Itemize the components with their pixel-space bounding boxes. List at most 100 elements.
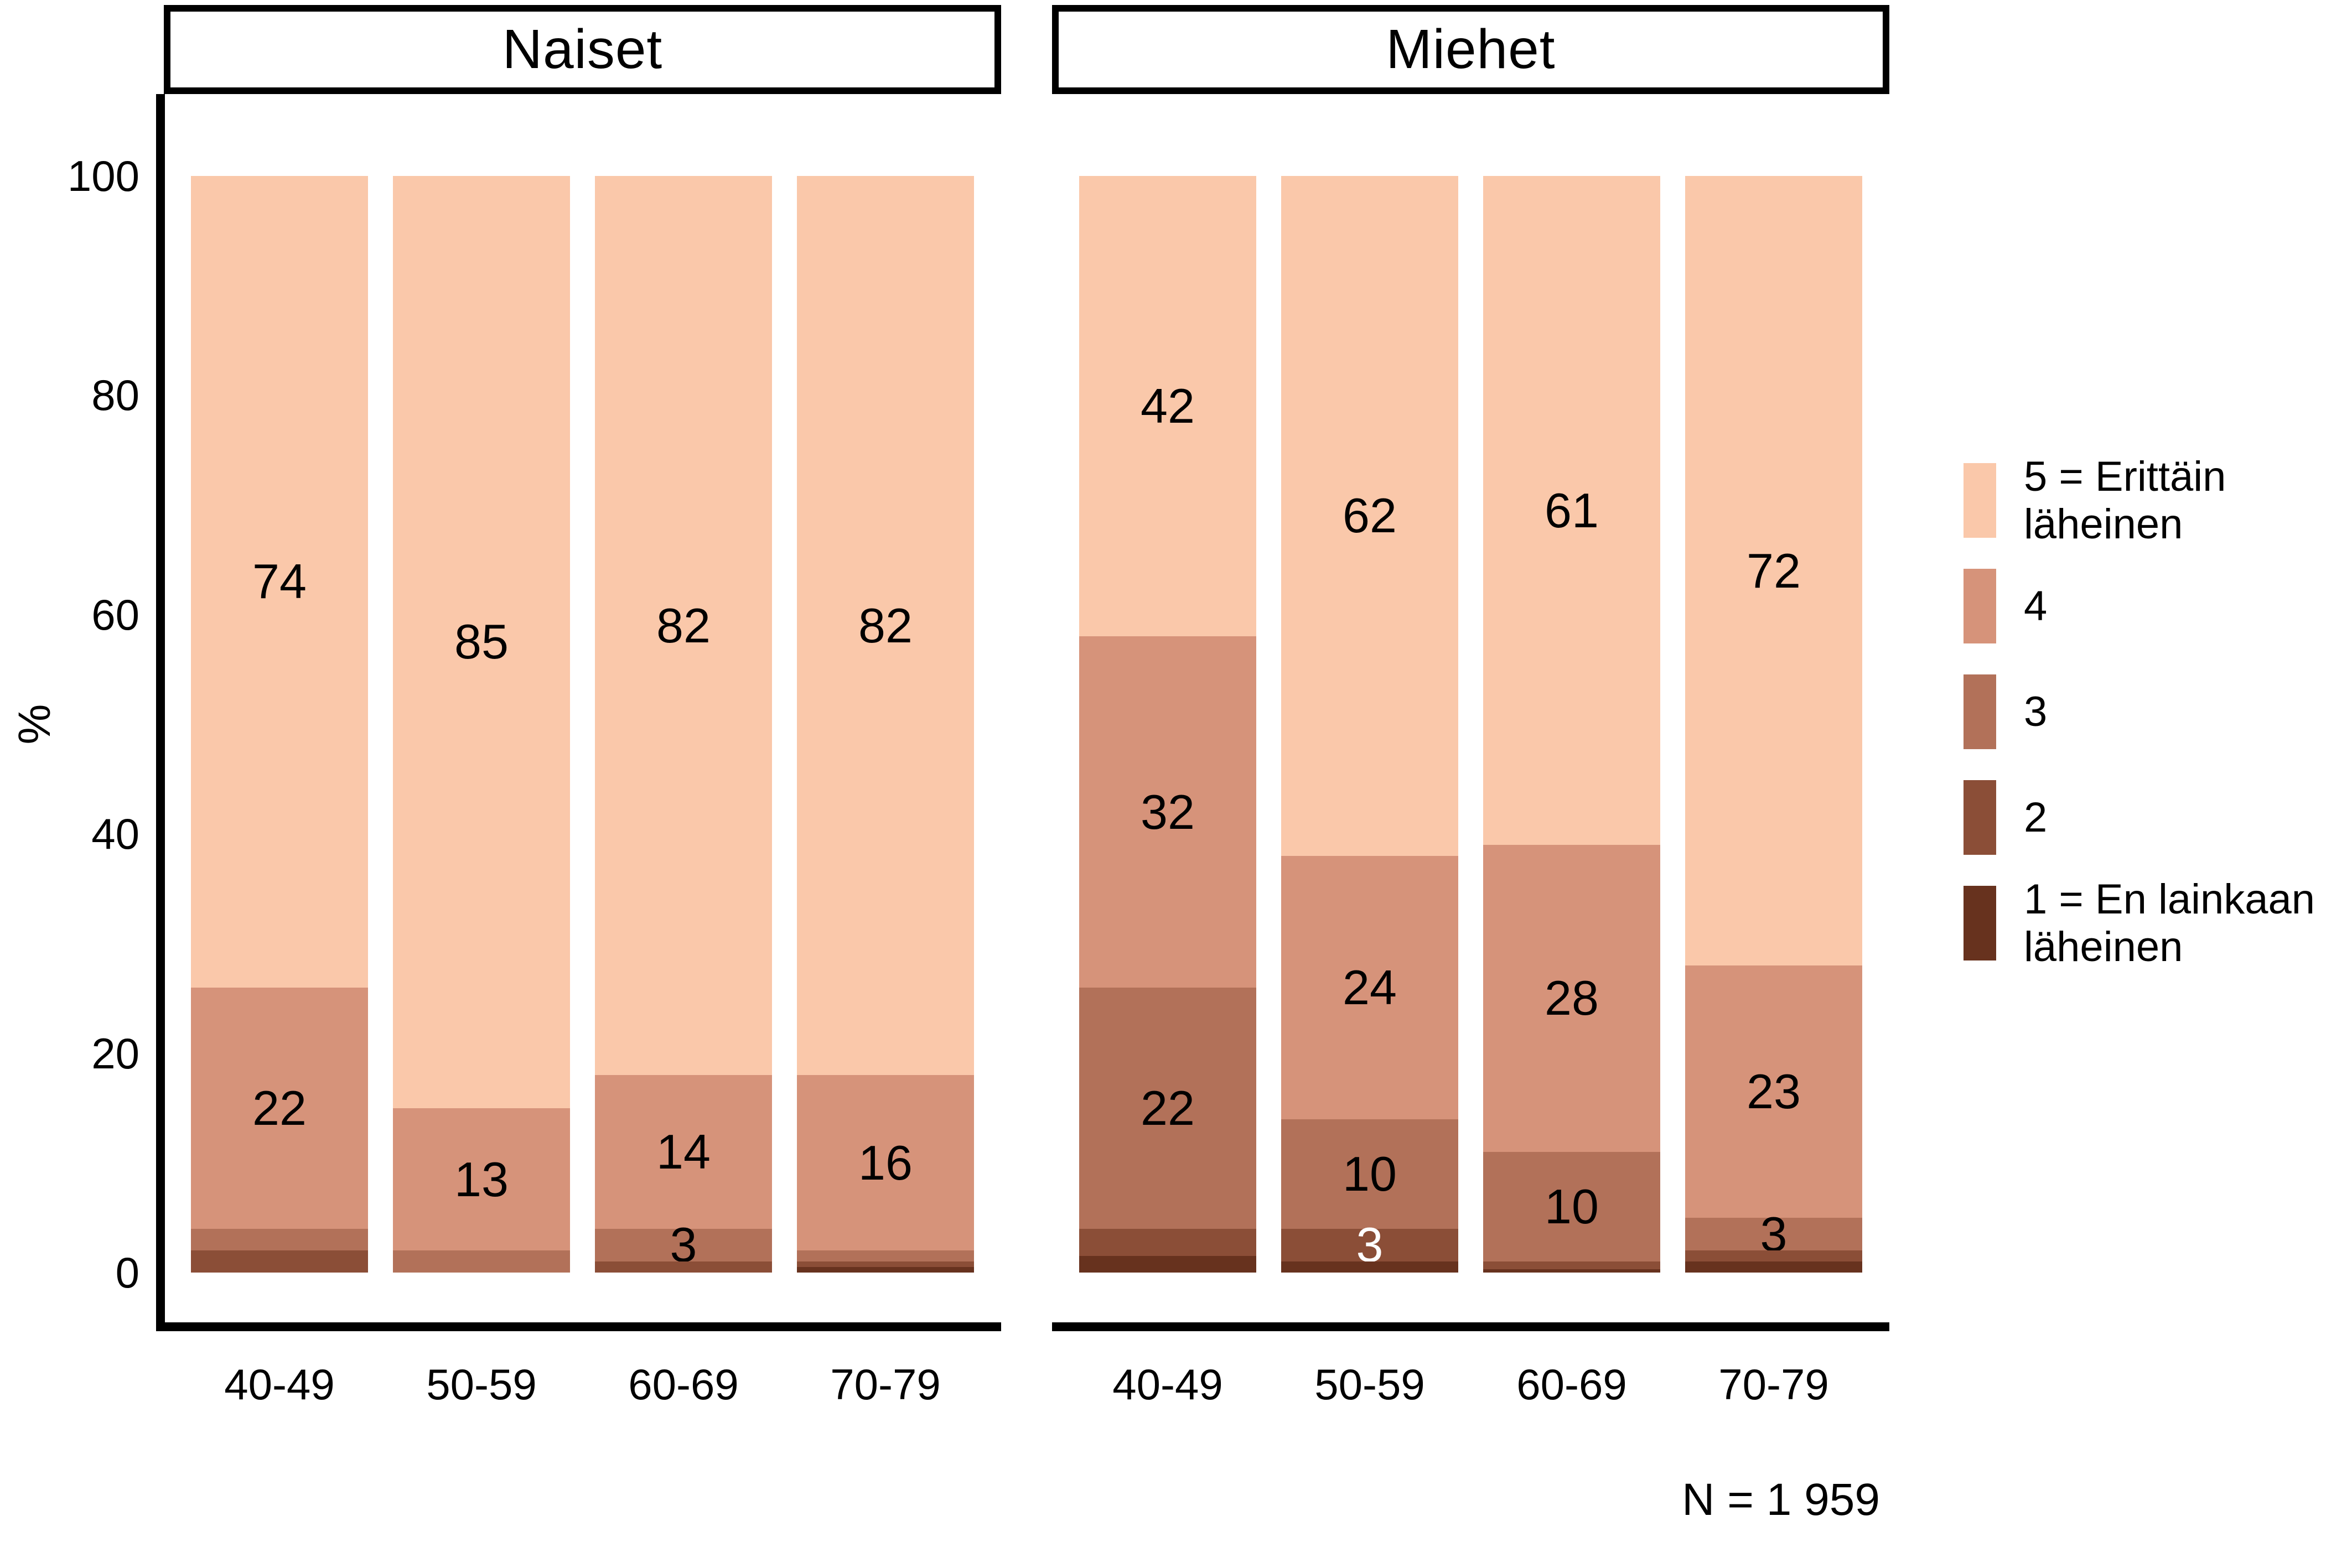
bar-segment: 14 bbox=[595, 1075, 772, 1229]
bar-value-label: 14 bbox=[656, 1124, 711, 1179]
legend-swatch-3 bbox=[1964, 674, 1996, 749]
legend-swatch-1 bbox=[1964, 886, 1996, 960]
bar: 61 28 10 bbox=[1483, 176, 1660, 1273]
y-axis-title: % bbox=[9, 704, 60, 745]
bar-value-label: 3 bbox=[670, 1217, 697, 1273]
bar-segment: 72 bbox=[1685, 176, 1862, 966]
bar-segment bbox=[1483, 1269, 1660, 1273]
y-axis-line bbox=[156, 94, 165, 1331]
bar-segment: 10 bbox=[1281, 1119, 1458, 1229]
bar-segment bbox=[393, 1250, 570, 1273]
bar-segment: 10 bbox=[1483, 1151, 1660, 1262]
x-tick-label: 40-49 bbox=[1112, 1360, 1223, 1409]
legend-label: 4 bbox=[2024, 582, 2048, 630]
bar-segment bbox=[1079, 1256, 1256, 1273]
legend-item: 1 = En lainkaan läheinen bbox=[1964, 876, 2315, 970]
x-tick-label: 50-59 bbox=[1314, 1360, 1425, 1409]
x-tick-label: 60-69 bbox=[1516, 1360, 1627, 1409]
x-axis-line-miehet bbox=[1052, 1322, 1889, 1331]
legend-label: 5 = Erittäin läheinen bbox=[2024, 453, 2226, 548]
bar-segment bbox=[1079, 1228, 1256, 1257]
bar-segment bbox=[191, 1250, 368, 1273]
x-tick-label: 40-49 bbox=[224, 1360, 335, 1409]
x-tick-label: 70-79 bbox=[830, 1360, 941, 1409]
bar-value-label: 10 bbox=[1545, 1179, 1599, 1234]
y-tick-label: 0 bbox=[115, 1248, 139, 1297]
bar-segment: 62 bbox=[1281, 176, 1458, 856]
legend-label: 2 bbox=[2024, 793, 2048, 841]
x-tick-label: 60-69 bbox=[628, 1360, 739, 1409]
bar-segment bbox=[1281, 1261, 1458, 1273]
legend-item: 5 = Erittäin läheinen bbox=[1964, 453, 2226, 548]
bar-segment: 82 bbox=[595, 176, 772, 1076]
legend-item: 3 bbox=[1964, 674, 2047, 749]
bar-value-label: 72 bbox=[1747, 543, 1801, 598]
bar-segment bbox=[191, 1228, 368, 1251]
legend-swatch-2 bbox=[1964, 780, 1996, 855]
bar: 82 16 bbox=[797, 176, 974, 1273]
y-tick-label: 80 bbox=[91, 371, 139, 420]
bar-value-label: 3 bbox=[1356, 1217, 1384, 1273]
bar-value-label: 62 bbox=[1343, 488, 1397, 543]
x-axis-line-naiset bbox=[156, 1322, 1001, 1331]
panel-title-miehet-label: Miehet bbox=[1386, 18, 1556, 80]
bar-segment bbox=[595, 1261, 772, 1273]
legend-label: 1 = En lainkaan läheinen bbox=[2024, 875, 2315, 970]
bar-segment bbox=[1483, 1261, 1660, 1270]
panel-title-naiset-label: Naiset bbox=[502, 18, 663, 80]
bar-segment: 61 bbox=[1483, 176, 1660, 845]
bar-segment: 85 bbox=[393, 176, 570, 1108]
bar-segment: 82 bbox=[797, 176, 974, 1076]
bar-value-label: 61 bbox=[1545, 482, 1599, 538]
bar-value-label: 28 bbox=[1545, 970, 1599, 1026]
bar-value-label: 24 bbox=[1343, 959, 1397, 1015]
bar-segment: 42 bbox=[1079, 176, 1256, 637]
bar-segment bbox=[1685, 1261, 1862, 1273]
bar-value-label: 82 bbox=[858, 598, 913, 653]
bar: 72 23 3 bbox=[1685, 176, 1862, 1273]
bar-segment: 22 bbox=[1079, 987, 1256, 1229]
legend-swatch-5 bbox=[1964, 463, 1996, 538]
bar-value-label: 22 bbox=[1141, 1080, 1195, 1135]
bar-segment: 22 bbox=[191, 987, 368, 1229]
bar-segment: 13 bbox=[393, 1108, 570, 1251]
bar-value-label: 82 bbox=[656, 598, 711, 653]
bar-segment: 16 bbox=[797, 1075, 974, 1251]
bar-segment: 28 bbox=[1483, 845, 1660, 1152]
y-tick-label: 40 bbox=[91, 809, 139, 859]
y-tick-label: 20 bbox=[91, 1029, 139, 1078]
legend-item: 4 bbox=[1964, 569, 2047, 643]
bar-value-label: 22 bbox=[252, 1080, 307, 1135]
bar-value-label: 13 bbox=[454, 1151, 509, 1207]
bar-value-label: 42 bbox=[1141, 378, 1195, 434]
bar-segment: 3 bbox=[1281, 1221, 1458, 1269]
y-tick-label: 100 bbox=[67, 152, 139, 200]
bar-value-label: 16 bbox=[858, 1135, 913, 1190]
bar-segment bbox=[1685, 1250, 1862, 1262]
bar-segment: 32 bbox=[1079, 636, 1256, 988]
bar: 42 32 22 bbox=[1079, 176, 1256, 1273]
bar-value-label: 32 bbox=[1141, 784, 1195, 839]
bar-segment bbox=[797, 1261, 974, 1268]
bar-segment bbox=[797, 1267, 974, 1273]
bar-value-label: 10 bbox=[1343, 1146, 1397, 1201]
bar: 74 22 bbox=[191, 176, 368, 1273]
y-tick-label: 60 bbox=[91, 590, 139, 639]
bar-segment: 74 bbox=[191, 176, 368, 988]
bar: 62 24 10 3 bbox=[1281, 176, 1458, 1273]
bar-segment: 23 bbox=[1685, 965, 1862, 1218]
bar-value-label: 74 bbox=[252, 554, 307, 609]
x-tick-label: 50-59 bbox=[426, 1360, 537, 1409]
bar-value-label: 85 bbox=[454, 614, 509, 669]
panel-title-miehet: Miehet bbox=[1052, 5, 1889, 94]
bar-segment: 3 bbox=[595, 1221, 772, 1269]
bar: 85 13 bbox=[393, 176, 570, 1273]
sample-size-note: N = 1 959 bbox=[1682, 1474, 1880, 1525]
legend-swatch-4 bbox=[1964, 569, 1996, 643]
bar-value-label: 3 bbox=[1760, 1206, 1788, 1261]
bar-value-label: 23 bbox=[1747, 1063, 1801, 1119]
x-tick-label: 70-79 bbox=[1718, 1360, 1829, 1409]
panel-title-naiset: Naiset bbox=[164, 5, 1001, 94]
bar: 82 14 3 bbox=[595, 176, 772, 1273]
